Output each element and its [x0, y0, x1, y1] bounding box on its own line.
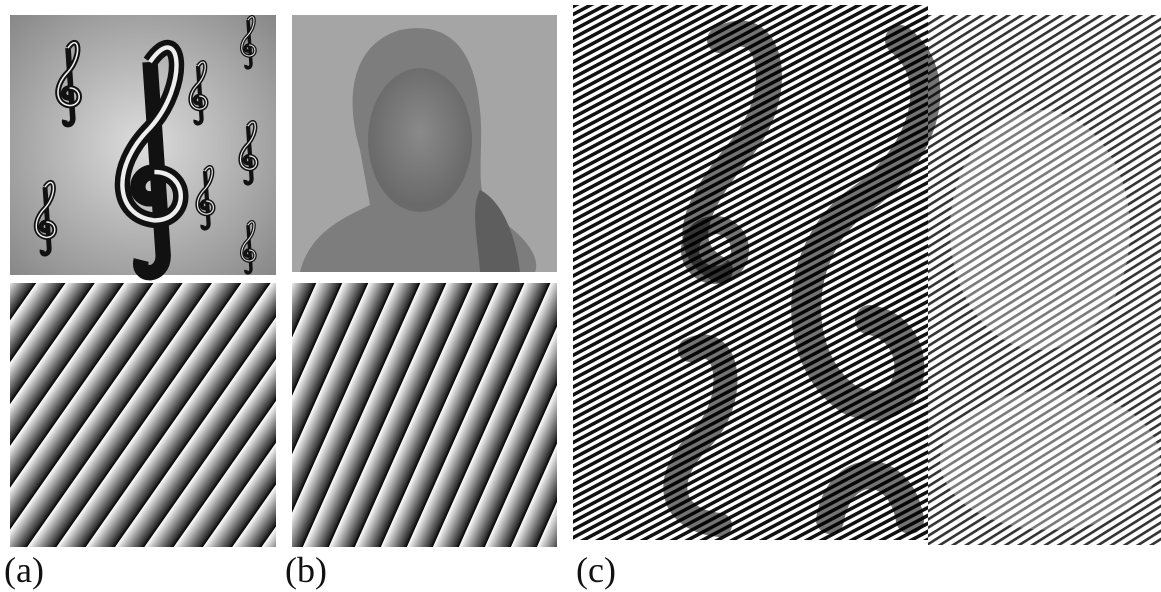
- panel-a-top: [10, 15, 276, 275]
- figure: (a) (b) (c): [0, 0, 1161, 592]
- panel-a-bottom: [10, 283, 276, 547]
- panel-b-bottom: [292, 283, 557, 547]
- panel-label: (b): [285, 550, 327, 590]
- page: (a) (b) (c) (() => { const data = JSON.p…: [0, 0, 1161, 592]
- panel-label: (c): [576, 550, 616, 590]
- panel-label: (a): [4, 550, 44, 590]
- panel-c: [573, 5, 1161, 545]
- panel-b-top: [292, 15, 557, 272]
